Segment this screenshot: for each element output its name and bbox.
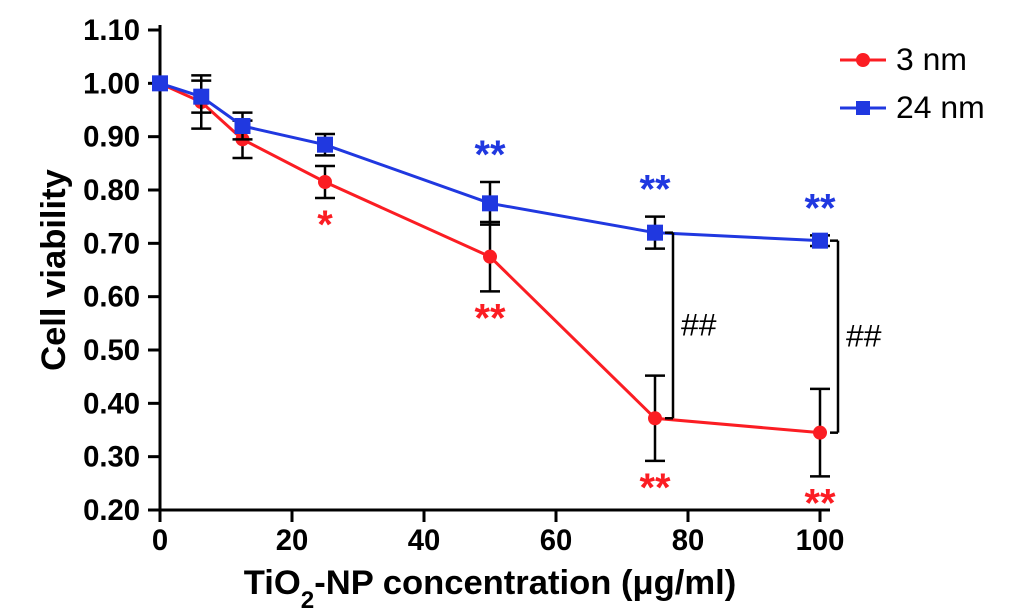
marker-point [813, 426, 827, 440]
x-tick-label: 20 [276, 525, 309, 557]
y-tick-label: 0.30 [83, 442, 140, 474]
significance-star: ** [639, 168, 671, 212]
significance-star: ** [474, 296, 506, 340]
legend-label: 3 nm [896, 41, 967, 77]
y-tick-label: 0.20 [83, 495, 140, 527]
significance-star: ** [804, 186, 836, 230]
significance-star: ** [474, 133, 506, 177]
comparison-bracket: ## [830, 241, 882, 433]
y-tick-label: 0.50 [83, 335, 140, 367]
y-axis-title: Cell viability [35, 168, 73, 371]
marker-point [193, 89, 209, 105]
x-tick-label: 0 [152, 525, 168, 557]
bracket-label: ## [846, 318, 882, 354]
y-tick-label: 0.70 [83, 228, 140, 260]
x-tick-label: 100 [796, 525, 845, 557]
legend-label: 24 nm [896, 89, 985, 125]
axes: 0 20 40 60 80 100 0.20 0.30 0.40 0.50 0.60 0.70 0.80… [35, 15, 844, 611]
bracket-label: ## [681, 306, 717, 342]
legend-marker [856, 101, 870, 115]
legend: 3 nm 24 nm [840, 41, 985, 125]
comparison-bracket: ## [665, 233, 717, 419]
y-tick-label: 0.40 [83, 388, 140, 420]
chart-root: 0 20 40 60 80 100 0.20 0.30 0.40 0.50 0.60 0.70 0.80… [0, 0, 1020, 611]
y-tick-label: 0.80 [83, 175, 140, 207]
marker-point [483, 250, 497, 264]
x-tick-label: 80 [672, 525, 705, 557]
legend-marker [856, 53, 870, 67]
y-tick-label: 1.10 [83, 15, 140, 47]
marker-point [648, 411, 662, 425]
marker-point [318, 175, 332, 189]
marker-point [647, 225, 663, 241]
x-axis-title: TiO2-NP concentration (μg/ml) [244, 564, 736, 611]
marker-point [152, 75, 168, 91]
x-tick-label: 60 [540, 525, 573, 557]
y-tick-label: 0.60 [83, 282, 140, 314]
marker-point [317, 137, 333, 153]
marker-point [482, 195, 498, 211]
y-tick-label: 1.00 [83, 68, 140, 100]
marker-point [235, 118, 251, 134]
significance-star: ** [804, 481, 836, 525]
marker-point [812, 233, 828, 249]
x-tick-label: 40 [408, 525, 441, 557]
y-tick-label: 0.90 [83, 122, 140, 154]
significance-star: ** [639, 466, 671, 510]
significance-star: * [317, 203, 333, 247]
